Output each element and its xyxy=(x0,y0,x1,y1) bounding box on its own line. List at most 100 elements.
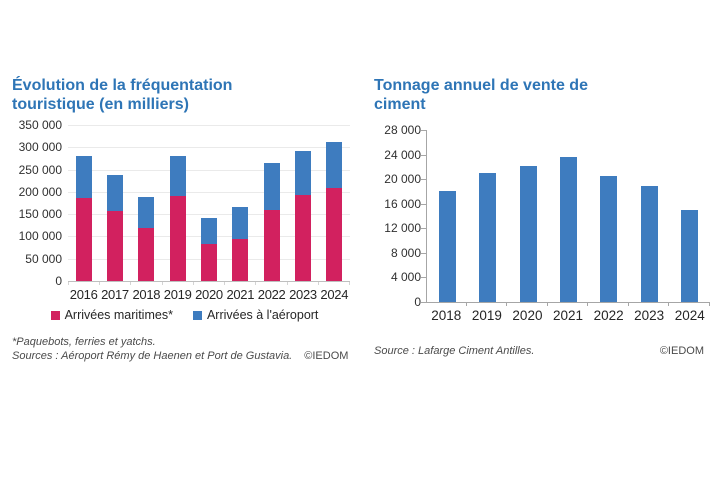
x-tick-label: 2016 xyxy=(69,287,98,302)
x-tick-label: 2017 xyxy=(101,287,129,302)
x-axis-tick xyxy=(507,303,548,306)
bar-2018 xyxy=(138,197,155,281)
ciment-plot-area: 28 000 24 000 20 000 16 000 12 000 8 000 4 000… xyxy=(384,123,710,309)
y-tick-label: 50 000 xyxy=(25,251,62,266)
y-tick-label: 350 000 xyxy=(18,118,62,132)
maritimes-swatch-icon xyxy=(50,310,60,320)
bar-segment xyxy=(479,173,497,302)
y-tick-label: 4 000 xyxy=(390,270,421,285)
bar-segment xyxy=(232,207,249,240)
bar-cell-2024 xyxy=(319,125,350,281)
y-tick-label: 28 000 xyxy=(384,123,421,137)
bar-segment xyxy=(640,185,658,302)
y-tick-label: 20 000 xyxy=(384,172,421,187)
bar-segment xyxy=(106,211,123,281)
x-axis-tick xyxy=(467,303,508,306)
bar-segment xyxy=(75,198,92,281)
x-axis-tick xyxy=(68,282,101,285)
tourism-chart-title: Évolution de la fréquentation touristiqu… xyxy=(12,77,233,113)
bar-segment xyxy=(681,209,699,302)
x-axis-tick xyxy=(163,282,194,285)
x-tick-label: 2020 xyxy=(195,287,223,302)
bar-cell-2019 xyxy=(162,125,193,281)
y-tick-label: 300 000 xyxy=(18,140,62,155)
bar-cell-2017 xyxy=(99,125,130,281)
legend-item-aeroport: Arrivées à l'aéroport xyxy=(192,308,319,322)
x-axis-tick xyxy=(319,282,350,285)
tourism-chart: Évolution de la fréquentation touristiqu… xyxy=(12,76,357,363)
bar-cell-2022 xyxy=(256,125,287,281)
tourism-copyright: ©IEDOM xyxy=(304,350,349,362)
y-tick-label: 16 000 xyxy=(384,196,421,211)
bar-2016 xyxy=(75,156,92,281)
x-axis-tick xyxy=(225,282,257,285)
bar-segment xyxy=(438,191,456,302)
y-tick-label: 8 000 xyxy=(390,245,421,260)
bar-segment xyxy=(294,194,311,281)
bar-segment xyxy=(169,155,186,197)
bar-segment xyxy=(200,244,217,281)
x-axis-tick xyxy=(629,303,670,306)
x-axis-tick xyxy=(288,282,319,285)
bar-cell-2018 xyxy=(131,125,162,281)
y-axis-tick xyxy=(421,154,427,156)
x-axis-tick xyxy=(548,303,589,306)
bar-cell-2016 xyxy=(68,125,99,281)
x-axis-tick xyxy=(131,282,163,285)
y-tick-label: 0 xyxy=(55,274,62,288)
x-tick-label: 2024 xyxy=(320,287,349,302)
bar-2020 xyxy=(200,218,217,281)
x-tick-label: 2022 xyxy=(593,308,624,323)
tourism-source-line: Sources : Aéroport Rémy de Haenen et Por… xyxy=(12,349,357,363)
x-tick-label: 2021 xyxy=(553,308,584,323)
x-axis-tick xyxy=(100,282,132,285)
x-tick-label: 2023 xyxy=(289,287,317,302)
bar-segment xyxy=(326,187,343,281)
bar-cell-2024 xyxy=(670,130,710,302)
x-axis-tick xyxy=(669,303,711,306)
tourism-x-axis-labels: 2016 2017 2018 2019 2020 2021 2022 2023 2024 xyxy=(68,287,350,302)
bar-2020 xyxy=(519,166,537,302)
legend-item-maritimes: Arrivées maritimes* xyxy=(50,308,173,322)
bar-2024 xyxy=(681,209,699,302)
ciment-source: Source : Lafarge Ciment Antilles. xyxy=(374,345,535,357)
ciment-x-axis-ticks xyxy=(426,303,711,306)
ciment-plot-wrap: 28 000 24 000 20 000 16 000 12 000 8 000 4 000… xyxy=(384,123,711,323)
bar-2019 xyxy=(169,155,186,281)
bar-segment xyxy=(106,174,123,212)
bar-cell-2019 xyxy=(467,130,507,302)
y-tick-label: 250 000 xyxy=(18,162,62,177)
legend-label-aeroport: Arrivées à l'aéroport xyxy=(206,308,319,322)
bar-2023 xyxy=(640,185,658,302)
x-tick-label: 2024 xyxy=(674,308,705,323)
y-axis-tick xyxy=(421,277,427,279)
y-tick-label: 24 000 xyxy=(384,147,421,162)
tourism-plot-area: 350 000 300 000 250 000 200 000 150 000 100 0… xyxy=(19,118,350,288)
ciment-chart: Tonnage annuel de vente de ciment 28 000… xyxy=(374,76,711,357)
x-tick-label: 2021 xyxy=(226,287,255,302)
bar-2023 xyxy=(294,151,311,281)
bar-2021 xyxy=(232,207,249,281)
bar-2024 xyxy=(326,142,343,281)
bar-segment xyxy=(200,218,217,245)
ciment-chart-title: Tonnage annuel de vente de ciment xyxy=(374,77,588,113)
gridline xyxy=(68,214,350,216)
tourism-plot-wrap: 350 000 300 000 250 000 200 000 150 000 100 0… xyxy=(19,118,350,302)
gridline xyxy=(68,169,350,171)
tourism-legend: Arrivées maritimes* Arrivées à l'aéropor… xyxy=(12,308,357,322)
bar-segment xyxy=(263,162,280,210)
x-tick-label: 2018 xyxy=(431,308,462,323)
y-axis-tick xyxy=(421,130,427,131)
bar-segment xyxy=(263,209,280,281)
y-tick-label: 0 xyxy=(414,295,421,309)
tourism-footnotes: *Paquebots, ferries et yatchs. Sources :… xyxy=(12,335,357,363)
x-axis-tick xyxy=(426,303,467,306)
x-tick-label: 2019 xyxy=(163,287,192,302)
ciment-source-line: Source : Lafarge Ciment Antilles. ©IEDOM xyxy=(374,345,710,357)
x-tick-label: 2020 xyxy=(512,308,543,323)
y-axis-tick xyxy=(421,228,427,230)
bar-segment xyxy=(326,142,343,188)
bar-segment xyxy=(519,166,537,302)
bar-cell-2018 xyxy=(427,130,467,302)
